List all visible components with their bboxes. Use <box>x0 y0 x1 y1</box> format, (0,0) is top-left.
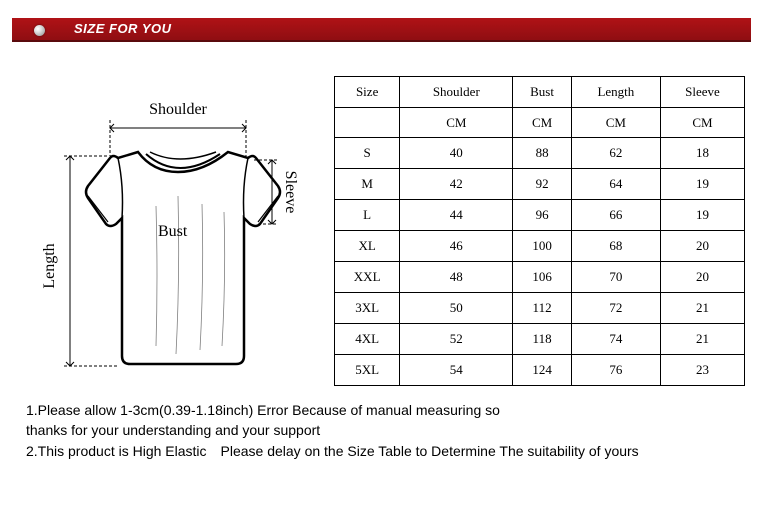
note-line-3: 2.This product is High Elastic Please de… <box>26 441 737 461</box>
col-bust: Bust <box>513 77 572 108</box>
size-table-area: Size Shoulder Bust Length Sleeve CM CM C… <box>328 76 745 386</box>
bullet-icon <box>34 25 45 36</box>
table-row: 5XL541247623 <box>335 355 745 386</box>
label-shoulder: Shoulder <box>149 101 207 118</box>
table-row: 4XL521187421 <box>335 324 745 355</box>
table-row: XXL481067020 <box>335 262 745 293</box>
tshirt-diagram: Shoulder Length <box>18 76 328 386</box>
header-bar: SIZE FOR YOU <box>12 18 751 46</box>
note-line-2: thanks for your understanding and your s… <box>26 420 737 440</box>
table-row: XL461006820 <box>335 231 745 262</box>
table-row: 3XL501127221 <box>335 293 745 324</box>
tshirt-svg: Shoulder Length <box>28 96 318 386</box>
label-length: Length <box>41 243 58 288</box>
col-length: Length <box>571 77 660 108</box>
col-sleeve: Sleeve <box>660 77 744 108</box>
col-shoulder: Shoulder <box>400 77 513 108</box>
size-table: Size Shoulder Bust Length Sleeve CM CM C… <box>334 76 745 386</box>
table-row: L44966619 <box>335 200 745 231</box>
note-line-1: 1.Please allow 1-3cm(0.39-1.18inch) Erro… <box>26 400 737 420</box>
table-row: M42926419 <box>335 169 745 200</box>
table-unit-row: CM CM CM CM <box>335 108 745 138</box>
label-sleeve: Sleeve <box>282 171 299 214</box>
label-bust: Bust <box>158 223 188 240</box>
notes: 1.Please allow 1-3cm(0.39-1.18inch) Erro… <box>0 386 763 461</box>
table-row: S40886218 <box>335 138 745 169</box>
table-header-row: Size Shoulder Bust Length Sleeve <box>335 77 745 108</box>
col-size: Size <box>335 77 400 108</box>
header-title: SIZE FOR YOU <box>74 21 172 36</box>
